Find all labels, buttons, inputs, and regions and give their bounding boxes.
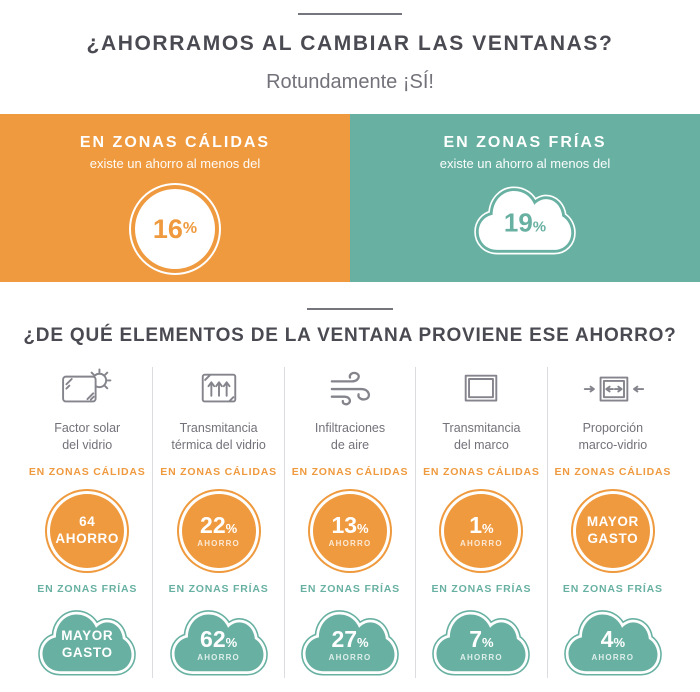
- element-label: Transmitancia térmica del vidrio: [171, 421, 266, 452]
- window-arrows-up-icon: [157, 367, 279, 413]
- cloud-icon: [169, 610, 268, 676]
- warm-savings-badge: 16%: [135, 189, 215, 269]
- cold-zone-label: EN ZONAS FRÍAS: [300, 583, 400, 595]
- cold-savings-value: 19: [503, 207, 533, 238]
- warm-zone-label: EN ZONAS CÁLIDAS: [160, 466, 277, 478]
- element-column-proporcion: Proporción marco-vidrio EN ZONAS CÁLIDAS…: [546, 367, 678, 678]
- cold-zone-label: EN ZONAS FRÍAS: [431, 583, 532, 595]
- cold-result-cloud: 4% AHORRO: [563, 603, 663, 678]
- cold-result-cloud: 7% AHORRO: [431, 603, 531, 678]
- cold-savings-unit: %: [532, 218, 547, 236]
- element-column-infiltraciones: Infiltraciones de aire EN ZONAS CÁLIDAS …: [283, 367, 415, 678]
- section-divider-line: [307, 308, 393, 310]
- element-label: Transmitancia del marco: [442, 421, 521, 452]
- warm-zone-title: EN ZONAS CÁLIDAS: [79, 134, 271, 151]
- element-label: Factor solar del vidrio: [54, 421, 121, 452]
- cold-savings-badge: 19%: [473, 179, 577, 257]
- cloud-icon: [564, 610, 662, 676]
- section-title: ¿DE QUÉ ELEMENTOS DE LA VENTANA PROVIENE…: [23, 325, 677, 346]
- window-frame-icon: [420, 367, 542, 413]
- cold-zones-panel: EN ZONAS FRÍAS existe un ahorro al menos…: [350, 114, 700, 282]
- cold-zone-title: EN ZONAS FRÍAS: [443, 134, 607, 151]
- page-subtitle: Rotundamente ¡SÍ!: [266, 71, 434, 93]
- cold-result-cloud: 62% AHORRO: [169, 603, 269, 678]
- wind-icon: [289, 367, 411, 413]
- warm-result-bubble: 64 AHORRO: [50, 494, 125, 568]
- top-divider-line: [298, 13, 402, 15]
- element-column-marco: Transmitancia del marco EN ZONAS CÁLIDAS…: [415, 367, 546, 678]
- page-title: ¿AHORRAMOS AL CAMBIAR LAS VENTANAS?: [86, 32, 614, 55]
- cloud-icon: [474, 186, 576, 255]
- warm-zone-label: EN ZONAS CÁLIDAS: [554, 466, 672, 478]
- warm-zones-panel: EN ZONAS CÁLIDAS existe un ahorro al men…: [0, 114, 350, 282]
- cloud-icon: [38, 610, 137, 676]
- cold-zone-caption: existe un ahorro al menos del: [439, 156, 611, 171]
- cloud-icon: [301, 610, 399, 676]
- warm-savings-unit: %: [182, 220, 198, 237]
- cold-result-cloud: 27% AHORRO: [300, 603, 400, 678]
- warm-zone-label: EN ZONAS CÁLIDAS: [423, 466, 540, 478]
- cold-result-cloud: MAYOR GASTO: [37, 603, 137, 678]
- warm-zone-label: EN ZONAS CÁLIDAS: [28, 466, 146, 478]
- cold-zone-label: EN ZONAS FRÍAS: [37, 583, 138, 595]
- element-label: Infiltraciones de aire: [314, 421, 386, 452]
- warm-result-bubble: MAYOR GASTO: [575, 494, 650, 568]
- cold-zone-label: EN ZONAS FRÍAS: [168, 583, 269, 595]
- cloud-icon: [432, 610, 531, 676]
- element-column-factor-solar: Factor solar del vidrio EN ZONAS CÁLIDAS…: [22, 367, 152, 678]
- warm-zone-label: EN ZONAS CÁLIDAS: [291, 466, 409, 478]
- element-column-transmitancia-vidrio: Transmitancia térmica del vidrio EN ZONA…: [152, 367, 283, 678]
- warm-savings-value: 16: [152, 213, 183, 244]
- warm-result-bubble: 1% AHORRO: [444, 494, 519, 568]
- savings-banner: EN ZONAS CÁLIDAS existe un ahorro al men…: [0, 114, 700, 282]
- window-sun-icon: [26, 367, 148, 413]
- warm-result-bubble: 22% AHORRO: [181, 494, 256, 568]
- frame-glass-ratio-icon: [552, 367, 674, 413]
- element-label: Proporción marco-vidrio: [578, 421, 648, 452]
- elements-columns: Factor solar del vidrio EN ZONAS CÁLIDAS…: [22, 367, 678, 678]
- cold-zone-label: EN ZONAS FRÍAS: [562, 583, 663, 595]
- warm-zone-caption: existe un ahorro al menos del: [89, 156, 261, 171]
- warm-result-bubble: 13% AHORRO: [313, 494, 388, 568]
